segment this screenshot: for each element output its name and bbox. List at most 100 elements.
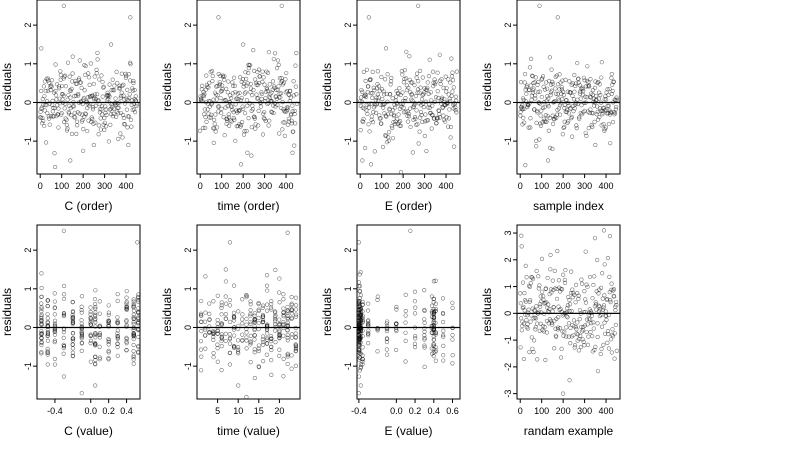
data-point bbox=[605, 87, 610, 92]
data-point bbox=[70, 313, 75, 318]
data-point bbox=[203, 346, 208, 351]
x-axis-label: time (order) bbox=[217, 199, 279, 213]
data-point bbox=[597, 314, 602, 319]
data-point bbox=[227, 319, 233, 324]
data-point bbox=[570, 93, 575, 99]
data-point bbox=[432, 82, 438, 87]
data-point bbox=[614, 97, 619, 102]
data-point bbox=[544, 119, 549, 124]
data-point bbox=[603, 125, 609, 130]
data-point bbox=[529, 56, 534, 61]
data-point bbox=[80, 117, 85, 123]
data-point bbox=[226, 79, 231, 84]
data-point bbox=[92, 92, 98, 97]
data-point bbox=[244, 128, 249, 134]
data-point bbox=[606, 103, 611, 108]
data-point bbox=[293, 84, 298, 89]
data-point bbox=[74, 131, 79, 137]
data-point bbox=[372, 149, 377, 154]
data-point bbox=[237, 90, 242, 95]
data-point bbox=[578, 89, 583, 94]
y-tick-label: -2 bbox=[503, 363, 513, 371]
data-point bbox=[38, 109, 43, 115]
data-point bbox=[79, 317, 84, 323]
data-point bbox=[422, 343, 427, 348]
x-tick-label: 0 bbox=[358, 181, 363, 191]
data-point bbox=[223, 105, 228, 110]
data-point bbox=[289, 121, 294, 126]
data-point bbox=[406, 85, 411, 90]
data-point bbox=[259, 96, 264, 102]
data-point bbox=[376, 84, 382, 89]
data-point bbox=[93, 331, 98, 336]
data-point bbox=[433, 358, 438, 363]
data-point bbox=[88, 317, 93, 322]
data-point bbox=[531, 86, 536, 91]
data-point bbox=[581, 75, 587, 80]
data-point bbox=[588, 107, 593, 112]
data-point bbox=[571, 97, 577, 102]
data-point bbox=[614, 95, 619, 100]
data-point bbox=[256, 108, 261, 113]
data-point bbox=[116, 111, 121, 116]
data-point bbox=[131, 297, 136, 302]
data-point bbox=[519, 244, 524, 249]
y-tick-label: -1 bbox=[343, 137, 353, 145]
data-point bbox=[211, 337, 216, 342]
data-point bbox=[419, 97, 425, 102]
data-point bbox=[536, 79, 541, 85]
data-point bbox=[58, 72, 63, 78]
data-point bbox=[609, 75, 614, 81]
data-point bbox=[199, 368, 204, 373]
data-point bbox=[285, 354, 290, 359]
data-point bbox=[593, 142, 598, 148]
x-tick-label: 400 bbox=[599, 406, 614, 416]
data-point bbox=[231, 75, 237, 80]
points bbox=[518, 228, 619, 396]
data-point bbox=[394, 347, 399, 353]
data-point bbox=[410, 150, 415, 155]
data-point bbox=[209, 68, 215, 74]
data-point bbox=[100, 94, 105, 99]
data-point bbox=[70, 300, 75, 305]
data-point bbox=[92, 341, 98, 346]
data-point bbox=[602, 320, 607, 325]
data-point bbox=[293, 363, 298, 369]
data-point bbox=[420, 92, 425, 98]
data-point bbox=[269, 358, 274, 363]
data-point bbox=[577, 317, 582, 322]
data-point bbox=[226, 115, 231, 120]
data-point bbox=[108, 106, 113, 111]
x-tick-label: -0.4 bbox=[351, 406, 367, 416]
data-point bbox=[219, 305, 224, 310]
data-point bbox=[136, 349, 141, 355]
data-point bbox=[384, 321, 389, 326]
data-point bbox=[430, 103, 435, 108]
data-point bbox=[256, 320, 261, 326]
data-point bbox=[230, 80, 235, 85]
plot-frame bbox=[36, 0, 141, 175]
data-point bbox=[45, 316, 50, 321]
data-point bbox=[365, 90, 370, 95]
data-point bbox=[522, 120, 527, 125]
data-point bbox=[605, 255, 610, 261]
data-point bbox=[110, 114, 116, 119]
data-point bbox=[520, 107, 525, 112]
data-point bbox=[265, 288, 270, 293]
data-point bbox=[87, 82, 92, 87]
data-point bbox=[43, 88, 48, 94]
data-point bbox=[429, 126, 434, 131]
data-point bbox=[131, 332, 136, 337]
data-point bbox=[85, 95, 91, 100]
y-tick-label: 0 bbox=[183, 100, 193, 105]
data-point bbox=[131, 355, 136, 360]
data-point bbox=[525, 326, 531, 331]
data-point bbox=[279, 105, 284, 111]
data-point bbox=[218, 89, 224, 94]
data-point bbox=[266, 123, 271, 128]
data-point bbox=[429, 303, 435, 308]
data-point bbox=[568, 341, 573, 346]
data-point bbox=[120, 83, 125, 88]
data-point bbox=[597, 90, 602, 95]
data-point bbox=[567, 298, 572, 303]
